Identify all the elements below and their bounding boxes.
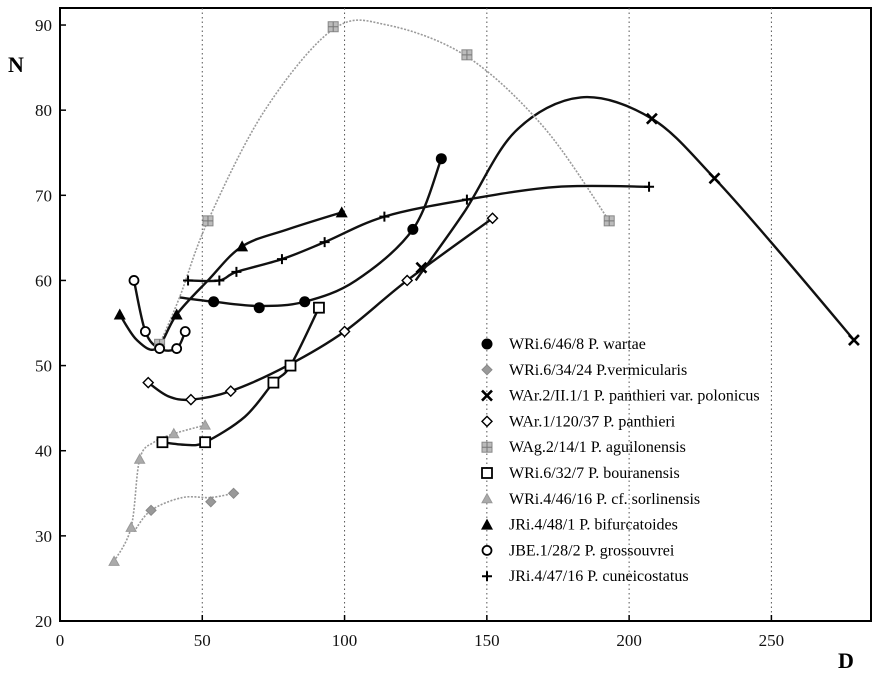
y-tick-label: 70: [35, 186, 52, 205]
legend-marker-0: [481, 338, 493, 350]
legend-marker-2: [481, 389, 493, 402]
data-point-series-9: [461, 194, 472, 205]
legend-marker-8: [481, 545, 493, 556]
y-tick-label: 60: [35, 271, 52, 290]
legend-marker-4: [481, 441, 493, 453]
legend: WRi.6/46/8 P. wartae WRi.6/34/24 P.vermic…: [481, 336, 760, 585]
y-axis-label: N: [8, 52, 24, 77]
data-point-series-1: [227, 487, 240, 499]
x-tick-label: 200: [616, 631, 642, 650]
plot-frame: [59, 7, 872, 622]
data-point-series-3: [401, 274, 414, 287]
legend-label-6: WRi.4/46/16 P. cf. sorlinensis: [509, 491, 700, 508]
data-point-series-2: [708, 172, 721, 185]
data-point-series-9: [276, 254, 287, 265]
data-point-series-2: [848, 334, 860, 346]
y-tick-label: 40: [35, 442, 52, 461]
x-tick-label: 0: [56, 631, 65, 650]
data-point-series-3: [338, 325, 351, 338]
legend-label-5: WRi.6/32/7 P. bouranensis: [509, 465, 680, 482]
x-tick-label: 50: [194, 631, 211, 650]
data-point-series-1: [205, 496, 217, 508]
data-point-series-1: [145, 504, 157, 517]
data-point-series-8: [171, 343, 183, 354]
series-line-2: [414, 95, 855, 341]
data-point-series-5: [267, 376, 280, 389]
data-point-series-2: [645, 112, 658, 125]
legend-label-9: JRi.4/47/16 P. cuneicostatus: [509, 568, 689, 585]
data-point-series-8: [128, 275, 140, 286]
legend-marker-3: [481, 415, 493, 428]
legend-marker-9: [482, 571, 492, 582]
x-tick-label: 150: [474, 631, 500, 650]
x-axis-label: D: [838, 648, 854, 673]
legend-label-4: WAg.2/14/1 P. aguilonensis: [509, 439, 686, 456]
data-point-series-7: [236, 240, 249, 252]
data-point-series-2: [415, 261, 428, 274]
data-point-series-8: [154, 343, 165, 354]
data-point-series-9: [231, 266, 242, 277]
y-tick-label: 20: [35, 612, 52, 631]
series-line-9: [188, 184, 650, 283]
series-curves: [113, 19, 855, 562]
data-point-series-9: [319, 237, 330, 248]
data-point-series-0: [253, 302, 265, 314]
data-point-series-3: [142, 376, 155, 389]
x-tick-label: 250: [759, 631, 785, 650]
x-axis-ticks: 0 50 100 150 200 250: [56, 615, 784, 650]
data-point-series-5: [199, 436, 212, 449]
series-line-7: [118, 211, 343, 352]
data-point-series-5: [284, 359, 297, 372]
legend-label-3: WAr.1/120/37 P. panthieri: [509, 413, 676, 430]
y-axis-ticks: 20 30 40 50 60 70 80 90: [35, 16, 66, 631]
data-point-series-8: [139, 326, 151, 337]
series-markers: [108, 21, 860, 566]
y-tick-label: 90: [35, 16, 52, 35]
series-line-4: [158, 19, 610, 345]
legend-marker-5: [481, 467, 493, 479]
data-point-series-9: [214, 275, 225, 286]
legend-marker-1: [481, 364, 493, 376]
data-point-series-3: [486, 212, 499, 225]
data-point-series-4: [461, 49, 473, 61]
legend-label-1: WRi.6/34/24 P.vermicularis: [509, 362, 687, 379]
data-point-series-0: [208, 296, 220, 308]
data-point-series-7: [170, 308, 183, 320]
data-point-series-8: [179, 326, 191, 337]
data-point-series-6: [133, 453, 146, 464]
y-tick-label: 30: [35, 527, 52, 546]
data-point-series-0: [299, 296, 311, 308]
data-point-series-0: [435, 153, 447, 165]
data-point-series-3: [224, 385, 237, 398]
legend-marker-6: [481, 492, 493, 504]
data-point-series-9: [644, 181, 655, 192]
data-point-series-0: [407, 223, 419, 235]
series-line-1: [133, 492, 234, 533]
data-point-series-5: [313, 301, 325, 314]
data-point-series-7: [113, 308, 126, 320]
data-point-series-5: [156, 436, 169, 449]
data-point-series-9: [379, 211, 390, 222]
data-point-series-6: [199, 419, 211, 430]
x-tick-label: 100: [332, 631, 358, 650]
data-point-series-9: [183, 275, 194, 286]
data-point-series-3: [184, 393, 197, 406]
data-point-series-4: [327, 21, 339, 33]
gridlines: [201, 8, 772, 621]
data-point-series-6: [167, 427, 180, 439]
legend-label-7: JRi.4/48/1 P. bifurcatoides: [509, 517, 678, 534]
data-point-series-4: [202, 215, 214, 227]
data-point-series-6: [108, 555, 120, 566]
legend-label-0: WRi.6/46/8 P. wartae: [509, 336, 646, 353]
y-tick-label: 80: [35, 101, 52, 120]
data-point-series-4: [603, 215, 615, 227]
legend-label-8: JBE.1/28/2 P. grossouvrei: [509, 542, 675, 559]
y-tick-label: 50: [35, 357, 52, 376]
legend-label-2: WAr.2/II.1/1 P. panthieri var. polonicus: [509, 388, 760, 405]
legend-marker-7: [481, 518, 493, 530]
data-point-series-6: [125, 521, 137, 532]
data-point-series-7: [335, 206, 348, 218]
